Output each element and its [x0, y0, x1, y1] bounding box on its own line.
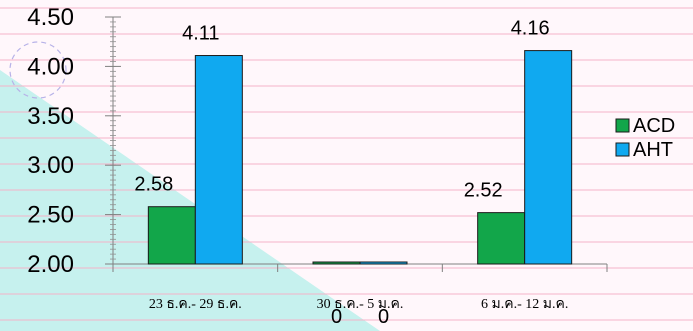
- bar-series-group: [147, 50, 573, 265]
- y-axis: 2.00 2.50 3.00 3.50 4.00 4.50: [27, 4, 121, 278]
- x-category-label: 6 ม.ค.- 12 ม.ค.: [481, 297, 568, 312]
- bar-acd: [147, 206, 196, 265]
- y-tick-label: 3.50: [27, 103, 74, 130]
- x-axis: 23 ธ.ค.- 29 ธ.ค. 30 ธ.ค.- 5 ม.ค. 6 ม.ค.- 1…: [112, 263, 608, 312]
- y-tick-label: 4.50: [27, 4, 74, 31]
- y-tick-label: 2.50: [27, 202, 74, 229]
- y-tick-label: 2.00: [27, 251, 74, 278]
- bar-aht: [359, 261, 408, 265]
- data-label-acd: 0: [331, 306, 342, 328]
- bar-acd: [312, 261, 361, 265]
- teal-decor-shape: [0, 70, 380, 331]
- bar-acd: [477, 212, 526, 265]
- data-label-acd: 2.52: [464, 180, 503, 202]
- legend-label-aht: AHT: [633, 139, 673, 161]
- data-labels-group: 2.58 0 2.52 4.11 0 4.16: [134, 18, 549, 328]
- bar-aht: [524, 50, 573, 265]
- legend-swatch-aht: [615, 142, 630, 157]
- data-label-aht: 4.16: [511, 18, 550, 40]
- data-label-acd: 2.58: [134, 174, 173, 196]
- dashed-circle-decor: [9, 41, 67, 99]
- legend-swatch-acd: [615, 118, 630, 133]
- bar-aht: [194, 55, 243, 265]
- x-category-label: 30 ธ.ค.- 5 ม.ค.: [317, 297, 404, 312]
- legend-label-acd: ACD: [633, 115, 675, 137]
- data-label-aht: 0: [378, 306, 389, 328]
- x-category-label: 23 ธ.ค.- 29 ธ.ค.: [149, 297, 242, 312]
- y-tick-label: 4.00: [27, 53, 74, 80]
- y-tick-label: 3.00: [27, 152, 74, 179]
- data-label-aht: 4.11: [182, 23, 219, 45]
